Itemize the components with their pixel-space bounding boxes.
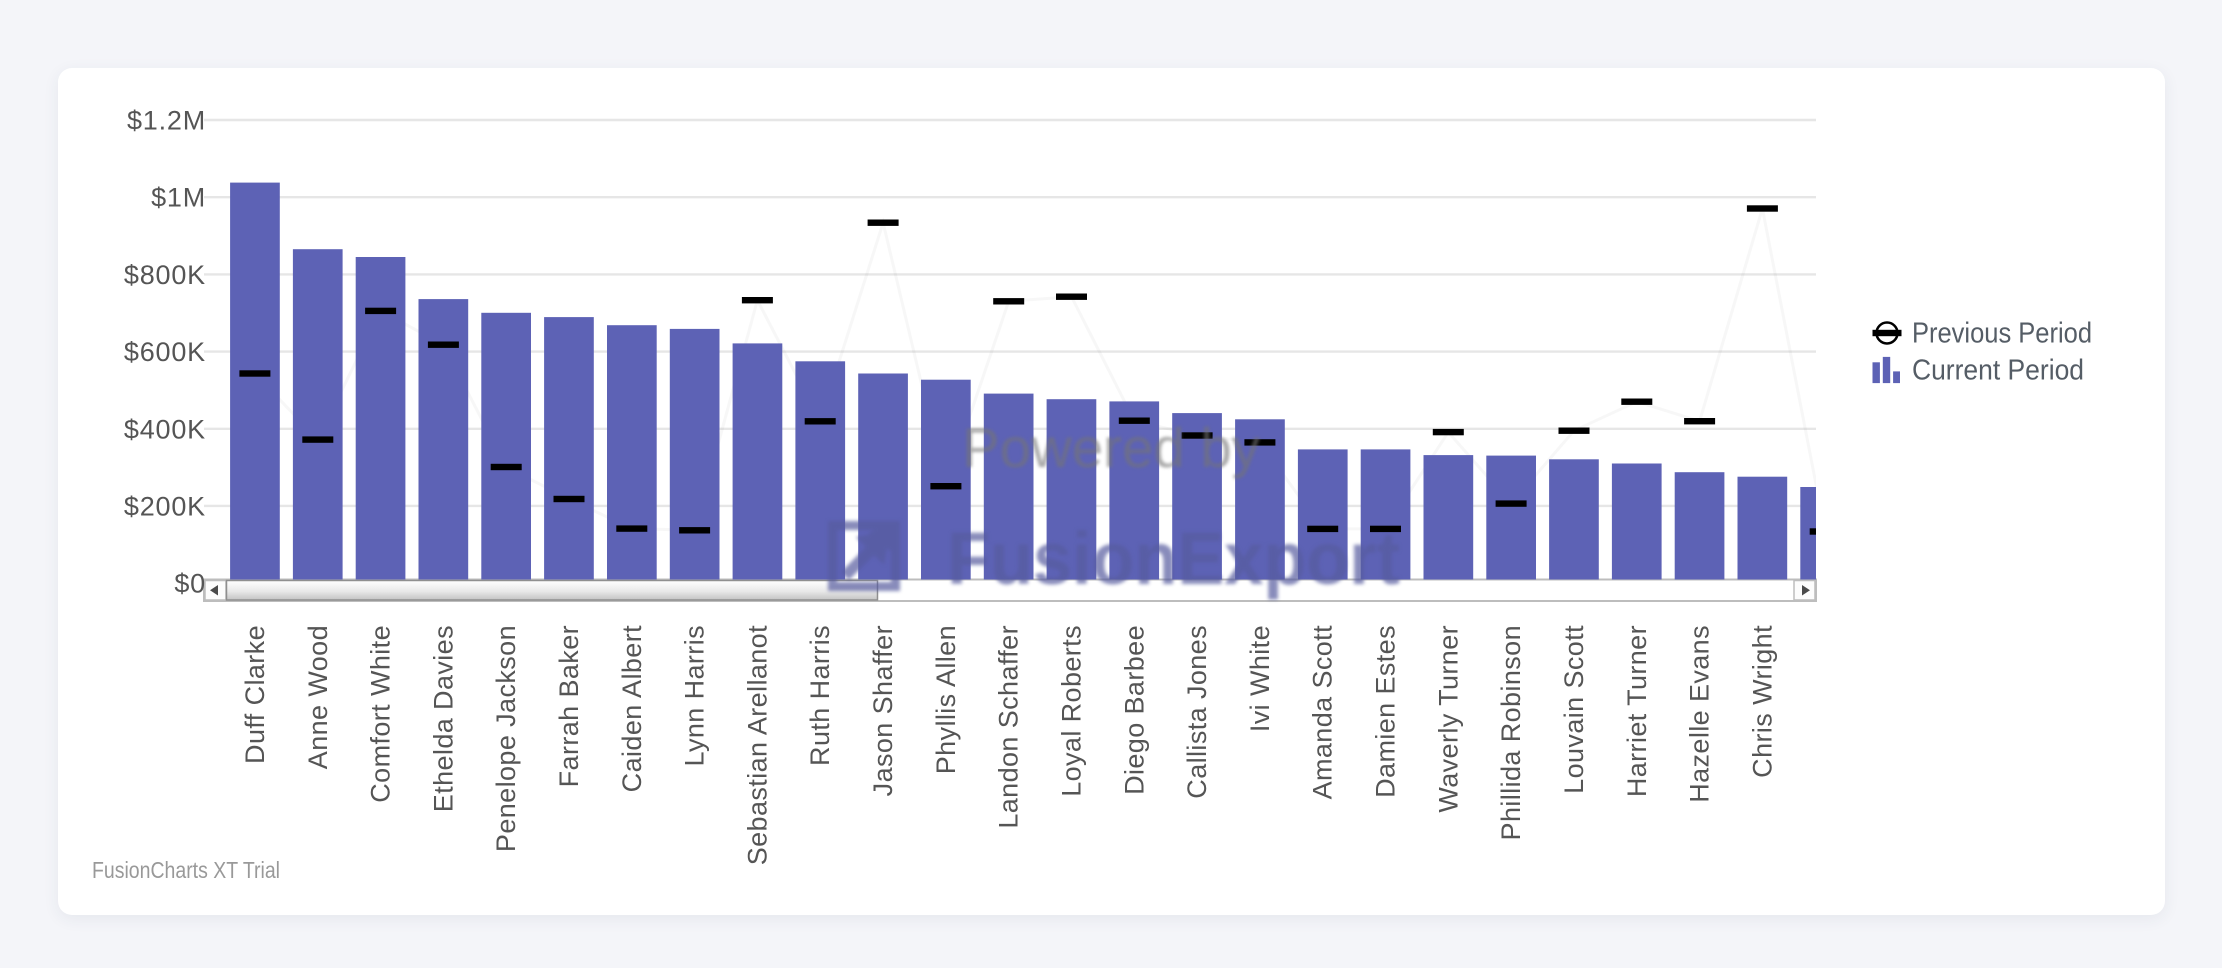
svg-text:Waverly Turner: Waverly Turner <box>1433 625 1463 813</box>
svg-text:FusionCharts XT Trial: FusionCharts XT Trial <box>92 857 280 883</box>
svg-text:$200K: $200K <box>124 491 206 521</box>
svg-text:Phillida Robinson: Phillida Robinson <box>1496 625 1526 840</box>
svg-text:Ruth Harris: Ruth Harris <box>805 625 835 766</box>
svg-text:Harriet Turner: Harriet Turner <box>1622 625 1652 797</box>
svg-text:$600K: $600K <box>124 337 206 367</box>
svg-text:$1.2M: $1.2M <box>127 106 206 136</box>
svg-text:Jason Shaffer: Jason Shaffer <box>868 625 898 796</box>
svg-text:Farrah Baker: Farrah Baker <box>554 625 584 787</box>
svg-text:Phyllis Allen: Phyllis Allen <box>931 625 961 774</box>
svg-text:Diego Barbee: Diego Barbee <box>1119 625 1149 795</box>
svg-text:Powered by: Powered by <box>962 416 1260 479</box>
svg-text:FusionExport: FusionExport <box>947 517 1400 600</box>
svg-text:$0: $0 <box>174 569 206 599</box>
svg-text:$1M: $1M <box>151 183 206 213</box>
svg-text:Hazelle Evans: Hazelle Evans <box>1685 625 1715 803</box>
svg-text:Landon Schaffer: Landon Schaffer <box>994 625 1024 829</box>
svg-text:Damien Estes: Damien Estes <box>1371 625 1401 798</box>
svg-text:Anne Wood: Anne Wood <box>303 625 333 769</box>
svg-text:$800K: $800K <box>124 260 206 290</box>
svg-text:$400K: $400K <box>124 414 206 444</box>
svg-text:Amanda Scott: Amanda Scott <box>1308 625 1338 799</box>
svg-text:Duff Clarke: Duff Clarke <box>240 625 270 764</box>
svg-text:Loyal Roberts: Loyal Roberts <box>1057 625 1087 797</box>
svg-text:Ivi White: Ivi White <box>1245 625 1275 732</box>
svg-text:Callista Jones: Callista Jones <box>1182 625 1212 799</box>
svg-text:Ethelda Davies: Ethelda Davies <box>428 625 458 812</box>
svg-text:Caiden Albert: Caiden Albert <box>617 625 647 792</box>
svg-text:Penelope Jackson: Penelope Jackson <box>491 625 521 852</box>
svg-text:Louvain Scott: Louvain Scott <box>1559 625 1589 794</box>
svg-text:Comfort White: Comfort White <box>366 625 396 803</box>
svg-text:Chris Wright: Chris Wright <box>1747 625 1777 778</box>
svg-text:Previous Period: Previous Period <box>1912 318 2092 350</box>
svg-text:Current Period: Current Period <box>1912 355 2084 387</box>
svg-text:Lynn Harris: Lynn Harris <box>680 625 710 766</box>
svg-text:Sebastian Arellanot: Sebastian Arellanot <box>742 625 772 865</box>
